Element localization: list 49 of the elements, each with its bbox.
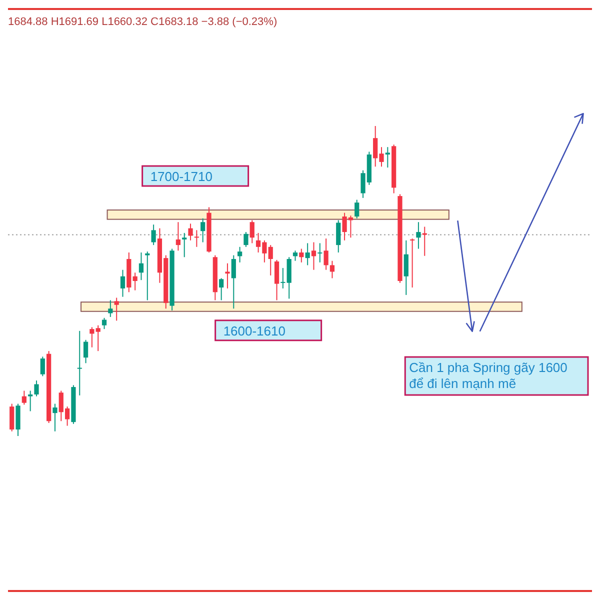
candlestick xyxy=(52,403,58,432)
candlestick xyxy=(305,242,310,266)
candlestick xyxy=(318,242,322,263)
candlestick xyxy=(330,260,335,279)
candlestick xyxy=(274,259,280,301)
candlestick xyxy=(114,297,119,322)
candlestick xyxy=(324,238,328,270)
candlestick xyxy=(244,232,248,248)
candlestick xyxy=(145,251,150,301)
candlestick xyxy=(194,230,199,248)
candlestick xyxy=(151,224,156,246)
chart-subtitle: 1684.88 H1691.69 L1660.32 C1683.18 −3.88 (−0.23%) xyxy=(8,16,278,28)
candlestick xyxy=(28,390,33,412)
candlestick xyxy=(385,146,390,168)
candlestick xyxy=(410,238,415,288)
candlestick xyxy=(132,272,138,291)
candlestick xyxy=(250,220,254,244)
candlestick xyxy=(354,199,360,219)
candlestick xyxy=(34,380,39,397)
candlestick xyxy=(10,403,14,432)
candlestick xyxy=(336,220,341,253)
candlestick xyxy=(108,300,113,318)
candlestick xyxy=(416,222,421,250)
candlestick xyxy=(225,262,230,289)
candlestick xyxy=(138,252,144,281)
band-label: 1700-1710 xyxy=(150,169,212,184)
candlestick xyxy=(22,390,26,406)
candlestick xyxy=(219,278,224,301)
candlestick xyxy=(237,246,242,263)
candlestick xyxy=(200,218,206,243)
candlestick xyxy=(404,240,408,296)
candlestick xyxy=(83,339,88,364)
candlestick xyxy=(292,250,298,262)
candlestick xyxy=(102,317,107,330)
candlestick xyxy=(286,256,292,300)
candlestick xyxy=(231,254,236,310)
band-label: 1600-1610 xyxy=(223,323,286,338)
candlestick xyxy=(188,223,193,241)
candlestick xyxy=(280,267,286,289)
candlestick xyxy=(120,269,126,298)
candlestick xyxy=(77,330,82,396)
candlestick xyxy=(176,222,181,252)
candlestick xyxy=(299,248,304,263)
candlestick xyxy=(311,242,316,270)
candlestick xyxy=(422,226,427,256)
annotation: Cần 1 pha Spring gãy 1600 để đi lên mạnh mẽ xyxy=(409,360,568,391)
candlestick xyxy=(16,403,20,436)
candlestick xyxy=(182,232,187,258)
candlestick xyxy=(40,356,45,377)
